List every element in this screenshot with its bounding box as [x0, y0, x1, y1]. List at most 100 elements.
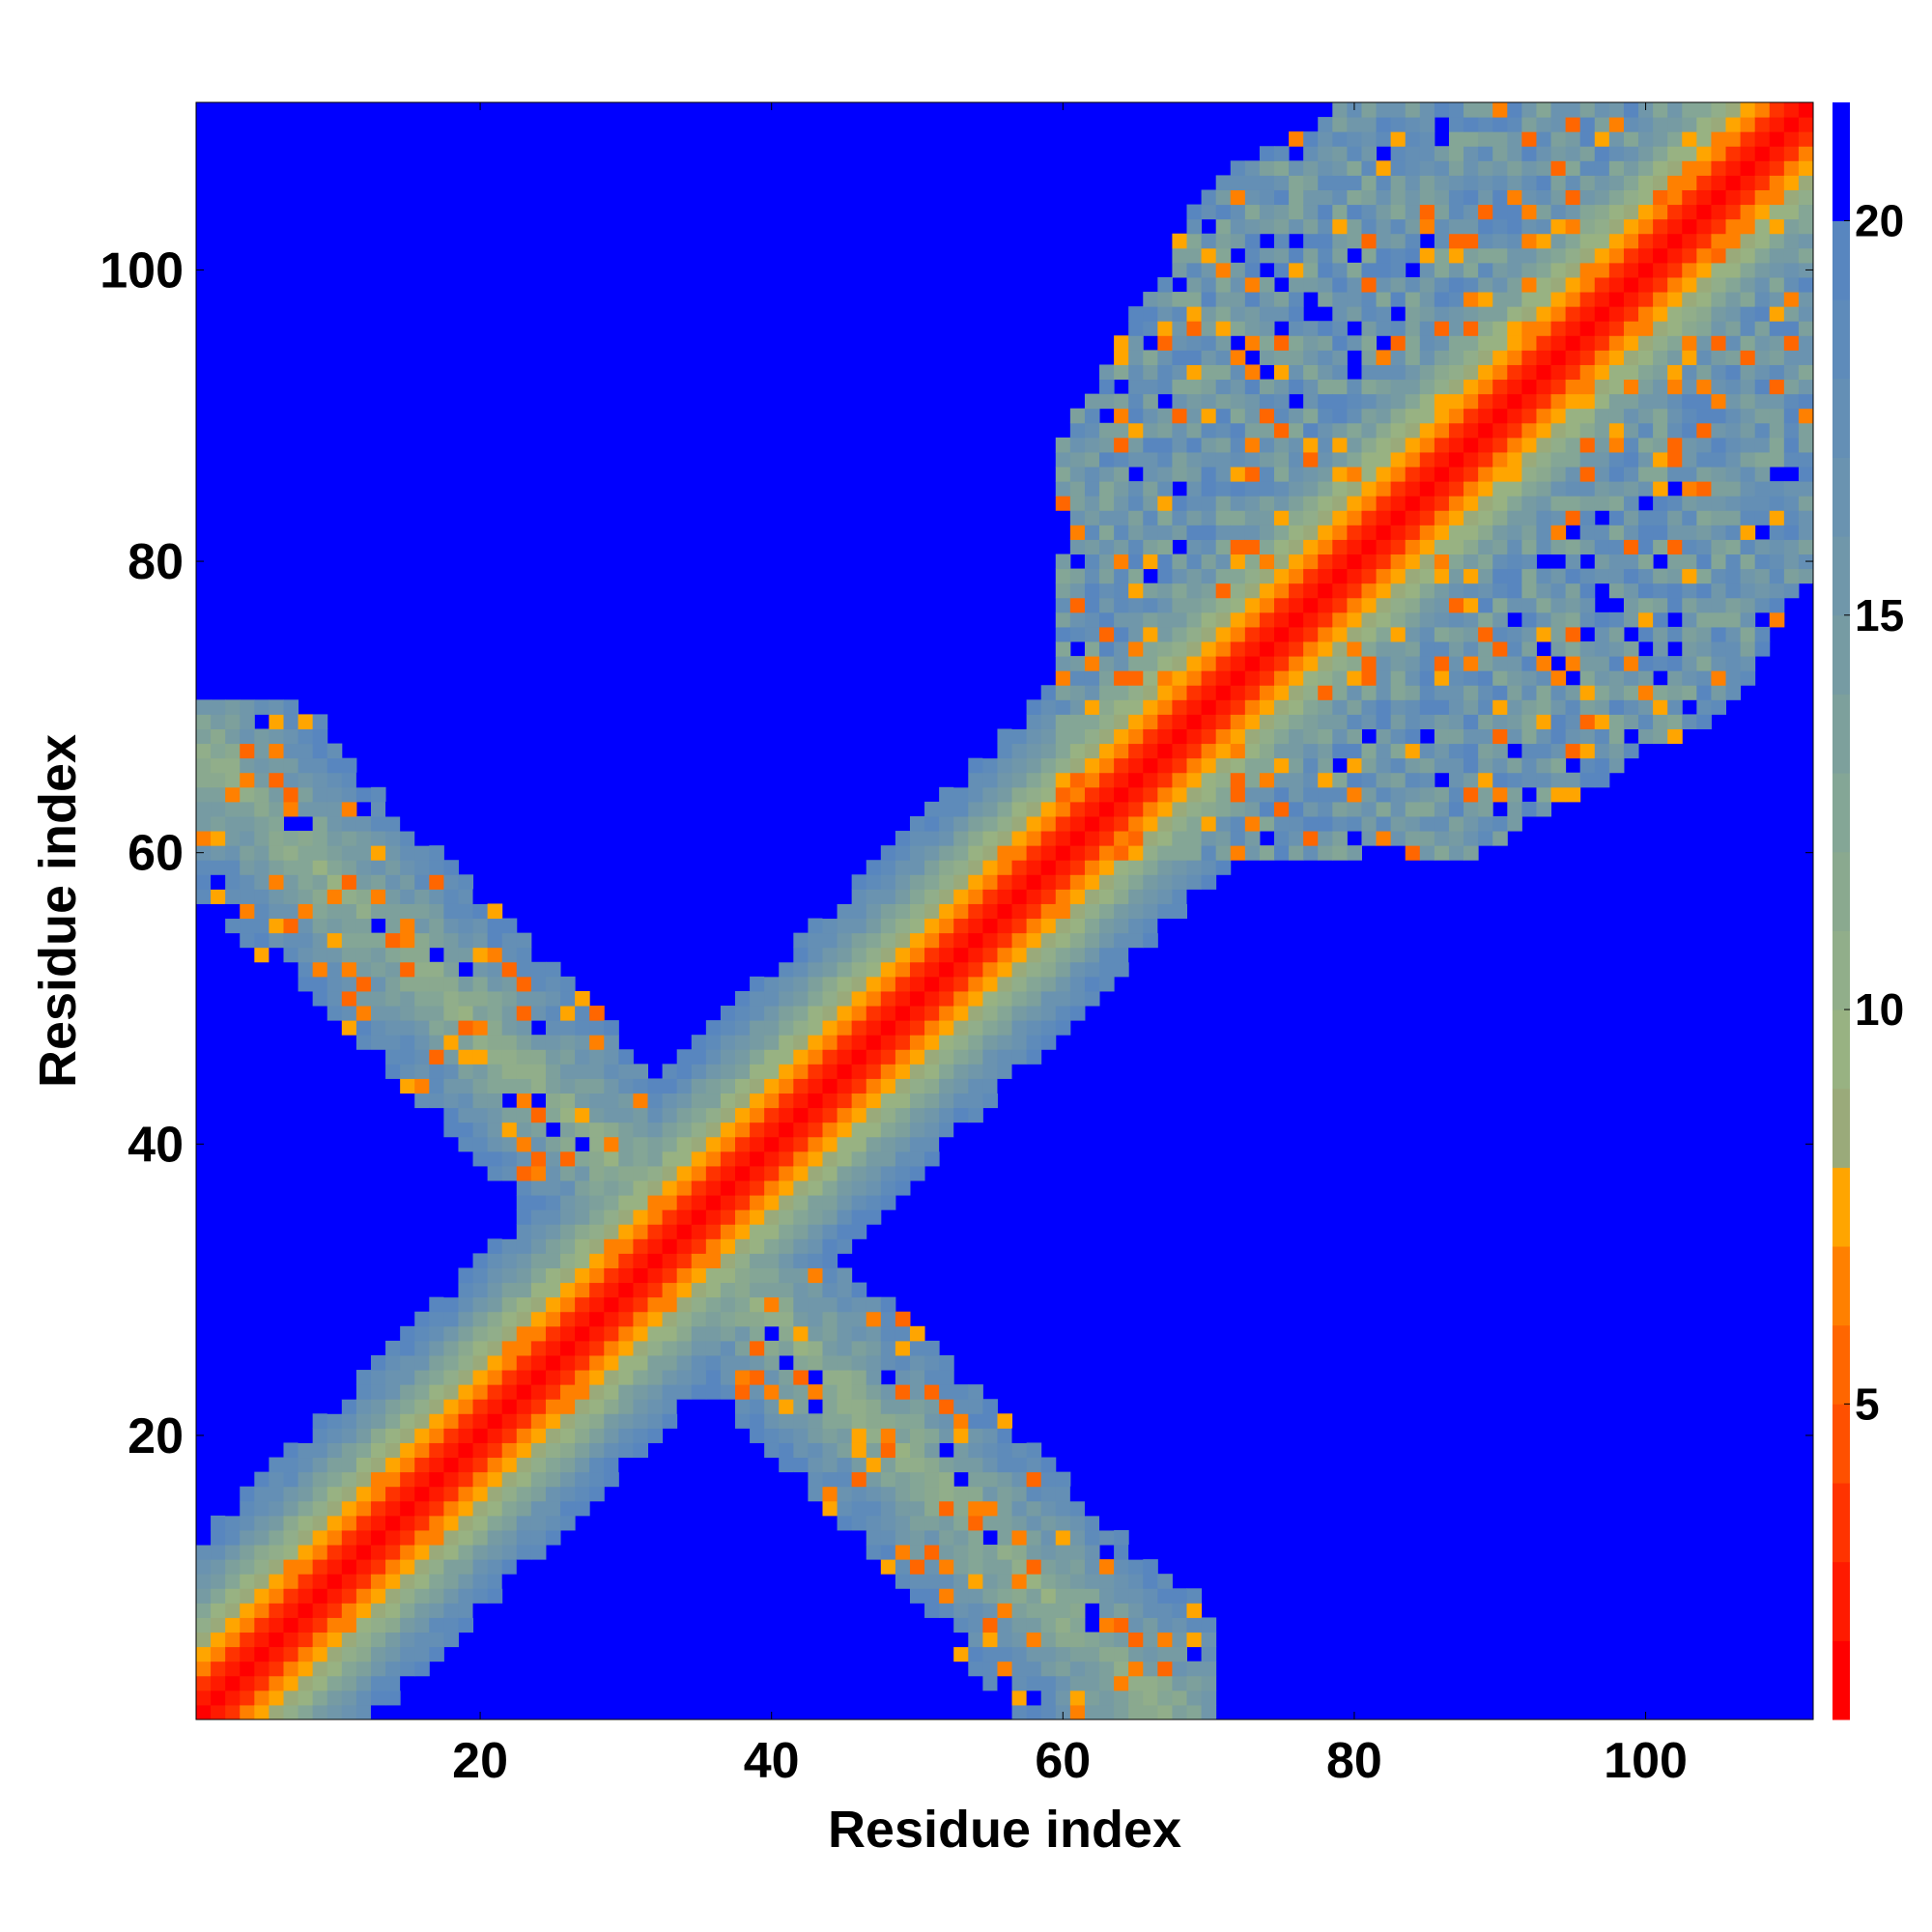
heatmap-cell [953, 1006, 969, 1021]
heatmap-cell [312, 1661, 328, 1677]
heatmap-cell [1798, 379, 1814, 395]
heatmap-cell [720, 1209, 736, 1225]
heatmap-cell [924, 1035, 940, 1050]
heatmap-cell [866, 1399, 882, 1414]
heatmap-cell [487, 1384, 503, 1400]
heatmap-cell [414, 976, 430, 992]
heatmap-cell [1055, 670, 1071, 686]
heatmap-cell [327, 1675, 343, 1691]
heatmap-cell [793, 1195, 809, 1210]
heatmap-cell [225, 874, 241, 890]
heatmap-cell [1696, 626, 1712, 642]
heatmap-cell [880, 889, 896, 904]
heatmap-cell [953, 1486, 969, 1502]
heatmap-cell [822, 1457, 838, 1473]
heatmap-cell [880, 1078, 896, 1094]
heatmap-cell [647, 1122, 664, 1138]
heatmap-cell [939, 1006, 954, 1021]
heatmap-cell [225, 903, 241, 920]
heatmap-cell [1696, 350, 1712, 365]
heatmap-cell [1711, 247, 1727, 264]
heatmap-cell [370, 1588, 386, 1604]
heatmap-cell [1274, 641, 1290, 657]
heatmap-cell [560, 1238, 576, 1254]
heatmap-cell [1434, 160, 1450, 176]
heatmap-cell [341, 918, 357, 934]
heatmap-cell [1507, 786, 1522, 803]
heatmap-cell [1347, 554, 1362, 570]
heatmap-cell [1434, 451, 1450, 468]
heatmap-cell [1608, 743, 1625, 759]
heatmap-cell [1347, 335, 1362, 351]
heatmap-cell [1069, 467, 1086, 482]
heatmap-cell [1172, 728, 1188, 745]
heatmap-cell [1725, 597, 1742, 613]
heatmap-cell [924, 976, 940, 992]
heatmap-cell [1215, 743, 1232, 759]
heatmap-cell [1376, 772, 1392, 788]
heatmap-cell [1463, 204, 1479, 220]
heatmap-cell [1638, 393, 1654, 410]
heatmap-cell [414, 1093, 430, 1109]
heatmap-cell [851, 1486, 867, 1502]
heatmap-cell [909, 932, 925, 949]
heatmap-cell [1623, 175, 1639, 190]
heatmap-cell [1099, 961, 1115, 978]
heatmap-cell [1390, 496, 1406, 511]
heatmap-cell [1579, 510, 1596, 526]
heatmap-cell [1215, 306, 1232, 322]
heatmap-cell [1244, 189, 1261, 206]
heatmap-cell [1419, 815, 1435, 832]
heatmap-cell [895, 1471, 911, 1488]
heatmap-cell [720, 1370, 736, 1385]
heatmap-cell [662, 1195, 678, 1210]
heatmap-cell [1769, 496, 1785, 511]
heatmap-cell [472, 976, 489, 992]
heatmap-cell [895, 1136, 911, 1152]
heatmap-cell [1186, 525, 1203, 540]
heatmap-cell [1667, 131, 1683, 147]
heatmap-cell [1740, 393, 1756, 410]
heatmap-cell [355, 1471, 372, 1488]
heatmap-cell [1696, 204, 1712, 220]
heatmap-cell [1274, 714, 1290, 729]
heatmap-cell [341, 1384, 357, 1400]
heatmap-cell [1230, 422, 1246, 439]
heatmap-cell [1492, 714, 1508, 729]
heatmap-cell [1507, 467, 1522, 482]
heatmap-cell [880, 990, 896, 1007]
heatmap-cell [516, 1296, 532, 1313]
heatmap-cell [225, 801, 241, 817]
heatmap-cell [1463, 510, 1479, 526]
heatmap-cell [1405, 117, 1421, 132]
heatmap-cell [750, 1165, 765, 1181]
heatmap-cell [1653, 611, 1668, 628]
heatmap-cell [560, 1107, 576, 1123]
heatmap-cell [1128, 451, 1144, 468]
heatmap-cell [1653, 364, 1668, 381]
heatmap-cell [1507, 685, 1522, 700]
heatmap-cell [1128, 1690, 1144, 1706]
heatmap-cell [953, 1035, 969, 1050]
heatmap-cell [750, 1340, 765, 1356]
heatmap-cell [735, 1325, 751, 1342]
heatmap-cell [1492, 364, 1508, 381]
heatmap-cell [1653, 496, 1668, 511]
heatmap-cell [1376, 641, 1392, 657]
heatmap-cell [1244, 772, 1261, 788]
heatmap-cell [1303, 656, 1319, 671]
heatmap-cell [953, 1020, 969, 1036]
colorbar-segment [1833, 1640, 1850, 1720]
heatmap-cell [851, 1035, 867, 1050]
heatmap-cell [1725, 276, 1742, 293]
heatmap-cell [764, 1370, 780, 1385]
heatmap-cell [1507, 525, 1522, 540]
heatmap-cell [283, 1500, 299, 1517]
heatmap-cell [414, 1384, 430, 1400]
y-tick-label: 40 [128, 1117, 184, 1173]
heatmap-cell [1653, 233, 1668, 249]
heatmap-cell [1507, 568, 1522, 584]
heatmap-cell [1186, 728, 1203, 745]
heatmap-cell [1026, 1574, 1042, 1589]
heatmap-cell [880, 1457, 896, 1473]
